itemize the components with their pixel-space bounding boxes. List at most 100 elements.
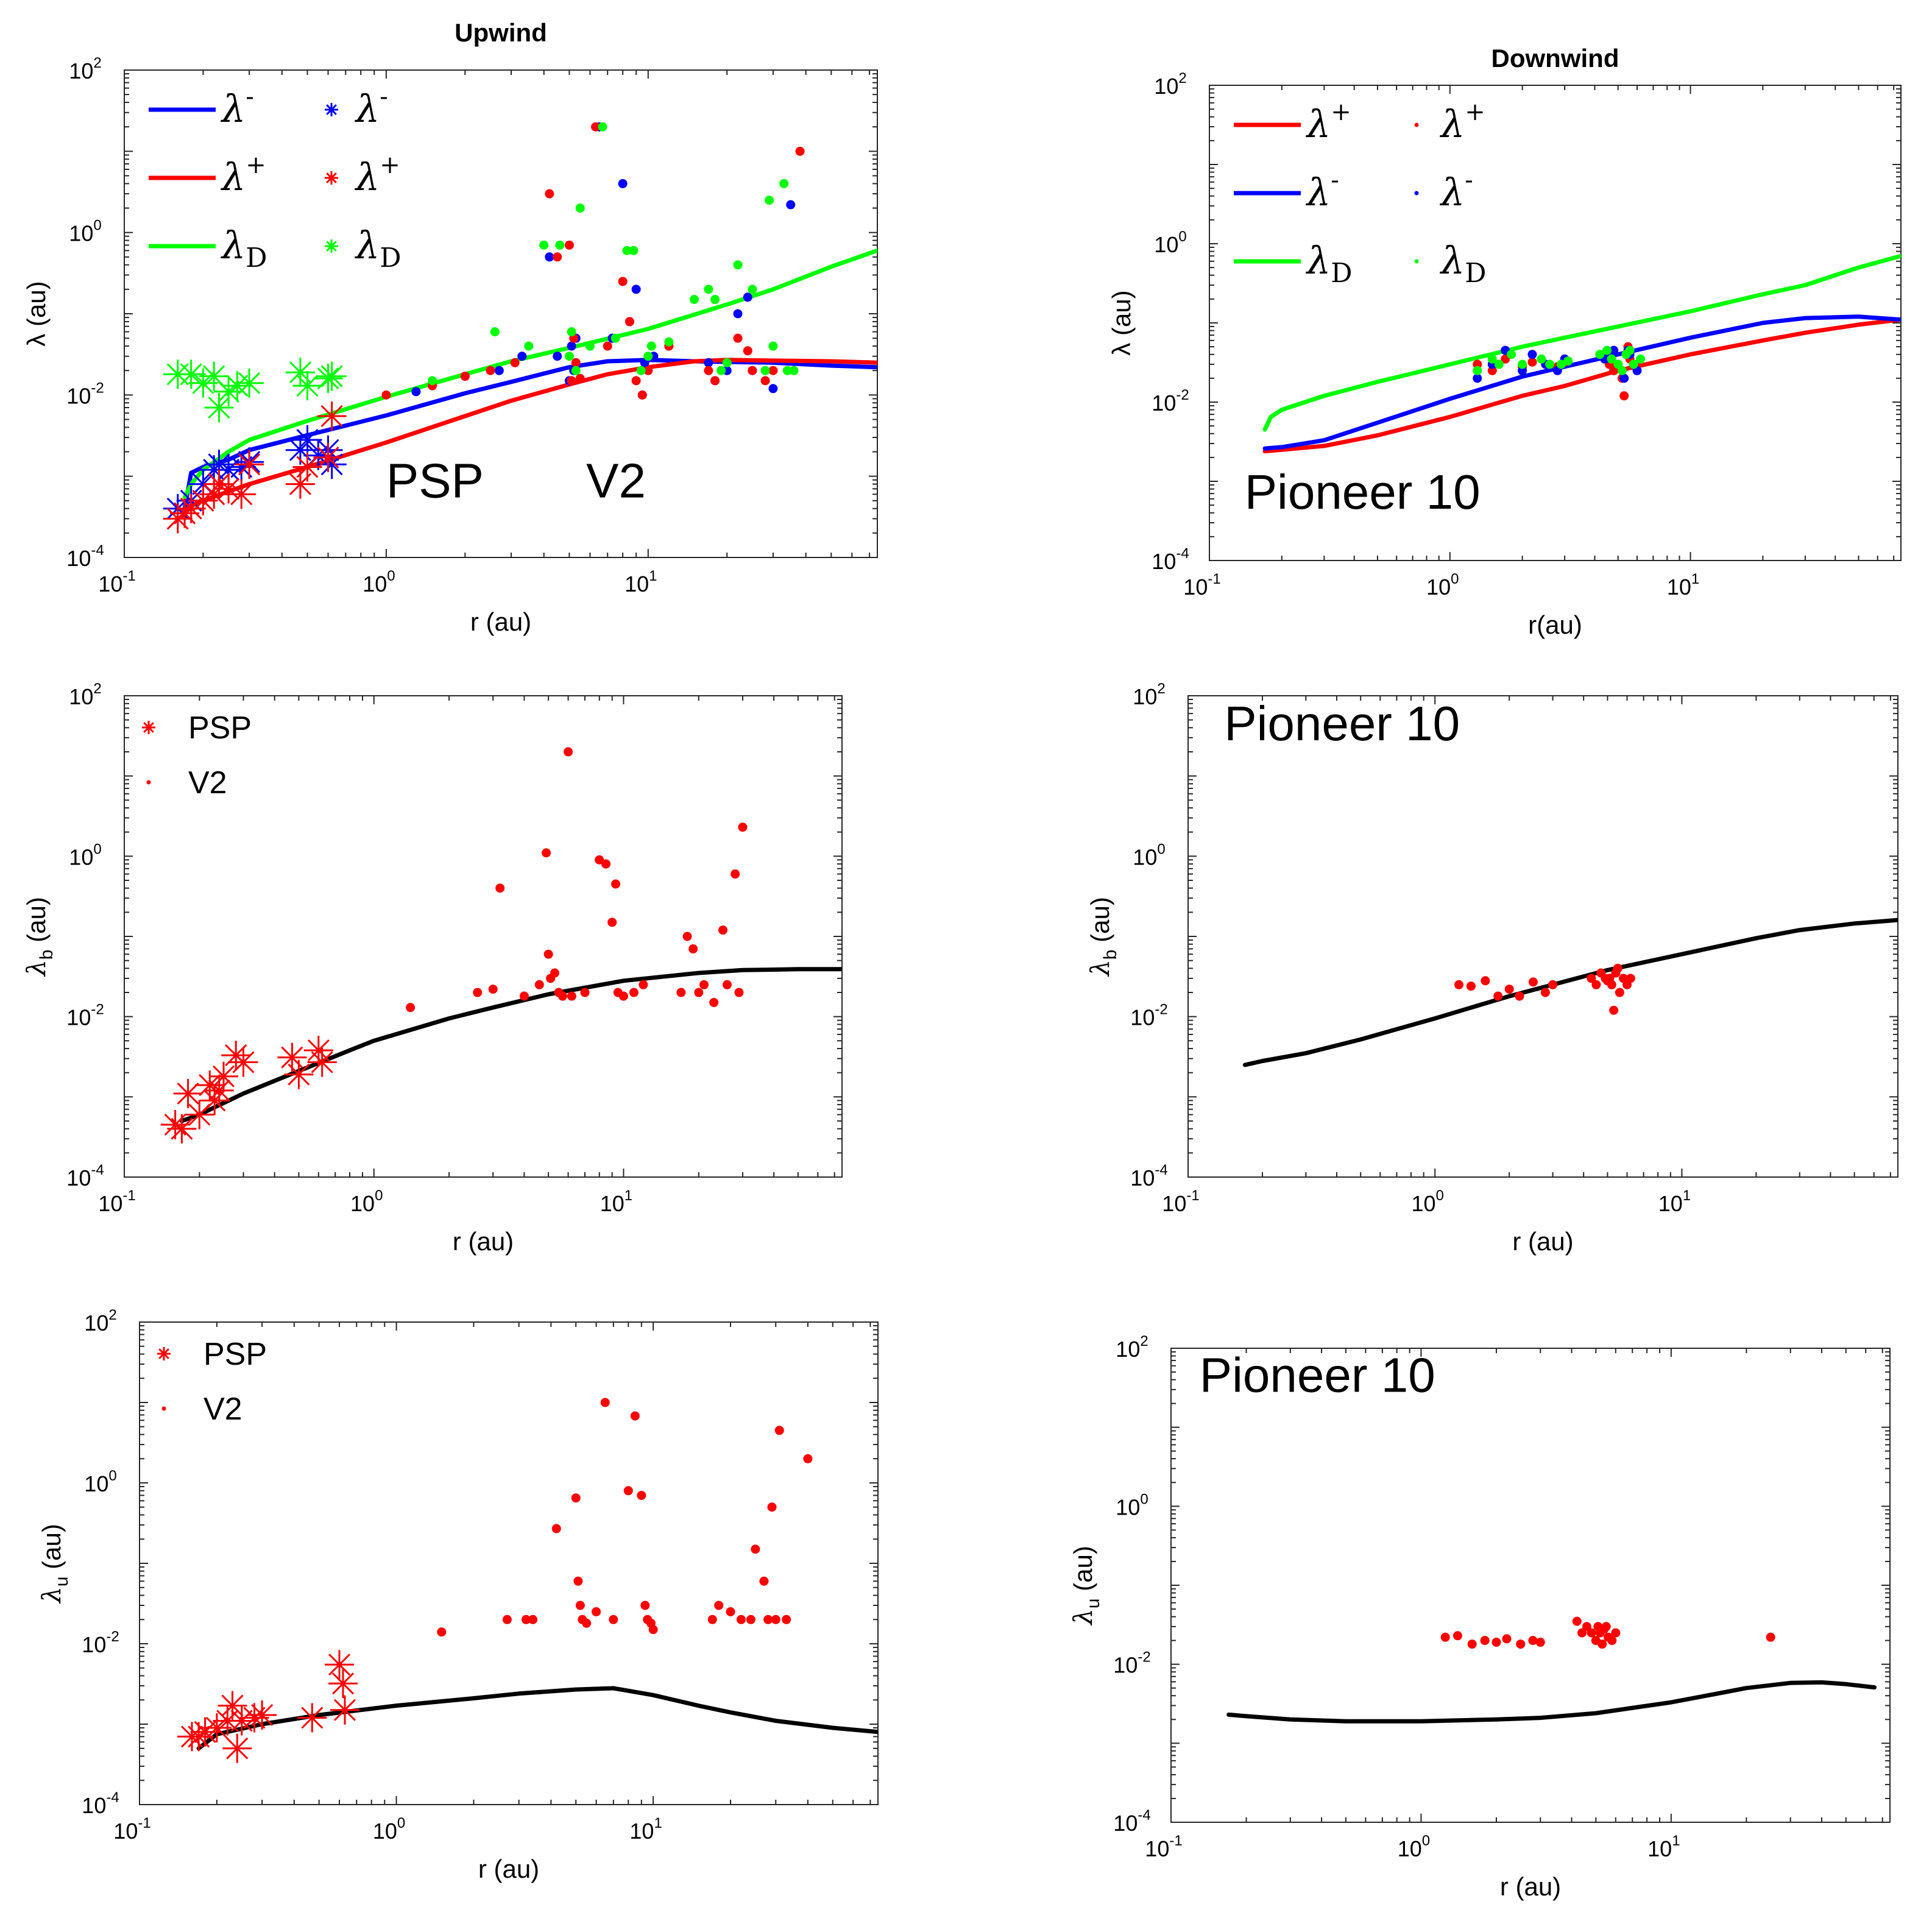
dot-marker (534, 980, 544, 989)
plot-area-p6 (1170, 1348, 1891, 1823)
x-tick-label: 101 (1658, 1187, 1691, 1216)
x-axis-label: r (au) (478, 1855, 539, 1883)
dot-marker (428, 376, 437, 386)
star-marker (277, 1042, 307, 1072)
annotation: Pioneer 10 (1200, 1348, 1435, 1402)
tick-exp: -4 (91, 1162, 104, 1178)
dot-marker (771, 1615, 780, 1624)
scatter-series (1473, 345, 1646, 375)
y-axis-label: λ (au) (22, 281, 51, 346)
dot-marker (707, 1615, 717, 1624)
tick-exp: -1 (1169, 1833, 1182, 1849)
legend-symbol: λ (1305, 170, 1331, 214)
tick-base: 10 (98, 1191, 122, 1216)
star-marker (297, 1703, 327, 1733)
y-tick-label: 10-4 (82, 1789, 119, 1818)
x-tick-label: 10-1 (98, 1187, 135, 1216)
y-tick-label: 10-4 (1152, 545, 1189, 574)
dot-marker (557, 991, 567, 1001)
star-marker (195, 1070, 225, 1100)
x-tick-label: 101 (625, 568, 657, 596)
dot-marker (631, 376, 641, 386)
tick-exp: 2 (108, 1307, 116, 1323)
dot-marker (553, 352, 562, 361)
tick-exp: 1 (1691, 571, 1699, 587)
dot-marker (567, 327, 576, 337)
tick-base: 10 (82, 1632, 106, 1657)
dot-marker (676, 988, 686, 997)
dot-marker (664, 337, 674, 347)
chart-title: Upwind (455, 18, 547, 47)
tick-exp: -1 (122, 1187, 135, 1204)
tick-exp: 1 (649, 568, 657, 584)
tick-exp: 2 (1157, 681, 1165, 697)
dot-marker (690, 295, 699, 305)
dot-marker (517, 352, 527, 361)
dot-marker (591, 122, 601, 132)
tick-exp: -1 (122, 568, 135, 584)
dot-marker (1545, 359, 1555, 369)
dot-marker (768, 341, 778, 351)
x-tick-label: 100 (1398, 1833, 1430, 1861)
dot-marker (726, 1607, 735, 1616)
tick-exp: -2 (91, 380, 104, 396)
plot-area-p1 (124, 69, 878, 558)
y-axis-label: λu (au) (1068, 1546, 1103, 1626)
tick-exp: 0 (1451, 571, 1459, 587)
legend-dot-swatch (1414, 191, 1419, 196)
dot-marker (717, 366, 726, 375)
dot-marker (555, 240, 565, 250)
legend-sub: D (1331, 258, 1352, 289)
tick-exp: -1 (1186, 1187, 1199, 1204)
x-tick-label: 101 (1667, 571, 1699, 599)
star-marker (202, 1713, 232, 1742)
legend-symbol: λ (220, 223, 246, 267)
dot-marker (648, 1625, 658, 1635)
dot-marker (1615, 988, 1624, 997)
legend-super: - (1331, 166, 1339, 194)
dot-marker (1607, 354, 1616, 364)
dot-marker (1587, 974, 1596, 983)
star-marker (227, 479, 257, 509)
legend-sub: D (246, 242, 267, 274)
x-tick-label: 100 (1426, 571, 1459, 599)
dot-marker (637, 1490, 646, 1500)
tick-base: 10 (66, 1165, 91, 1190)
model-line (1262, 253, 1901, 432)
plot-area-p5 (139, 1321, 879, 1805)
tick-exp: -4 (1176, 545, 1189, 562)
dot-marker (646, 341, 656, 351)
model-line (1226, 1680, 1877, 1724)
dot-marker (623, 1486, 633, 1496)
legend-super: - (1465, 166, 1473, 194)
plot-area-p3 (124, 695, 843, 1178)
tick-exp: -2 (1176, 387, 1189, 403)
plot-area-p2 (1209, 85, 1902, 561)
dot-marker (1617, 366, 1627, 375)
dot-marker (710, 376, 720, 386)
dot-marker (494, 366, 504, 375)
y-tick-label: 102 (1116, 1333, 1148, 1362)
star-marker (209, 1061, 238, 1091)
dot-marker (722, 980, 732, 989)
y-tick-label: 102 (1154, 70, 1186, 99)
y-tick-label: 102 (84, 1307, 116, 1335)
ticks-p4 (1187, 695, 1898, 1178)
tick-exp: 0 (93, 841, 101, 857)
star-marker (235, 368, 264, 398)
tick-exp: 0 (93, 218, 101, 234)
dot-marker (1507, 350, 1516, 359)
dot-marker (643, 352, 653, 361)
star-marker (163, 504, 193, 534)
tick-base: 10 (84, 1471, 108, 1496)
legend-label: λD (1305, 238, 1353, 289)
tick-base: 10 (1133, 684, 1157, 709)
dot-marker (528, 1615, 538, 1624)
y-label-symbol: λ (1085, 960, 1115, 977)
dot-marker (1487, 354, 1497, 364)
dot-marker (722, 358, 732, 367)
x-tick-label: 100 (373, 1815, 405, 1844)
dot-marker (774, 1426, 784, 1435)
dot-marker (1619, 391, 1629, 401)
